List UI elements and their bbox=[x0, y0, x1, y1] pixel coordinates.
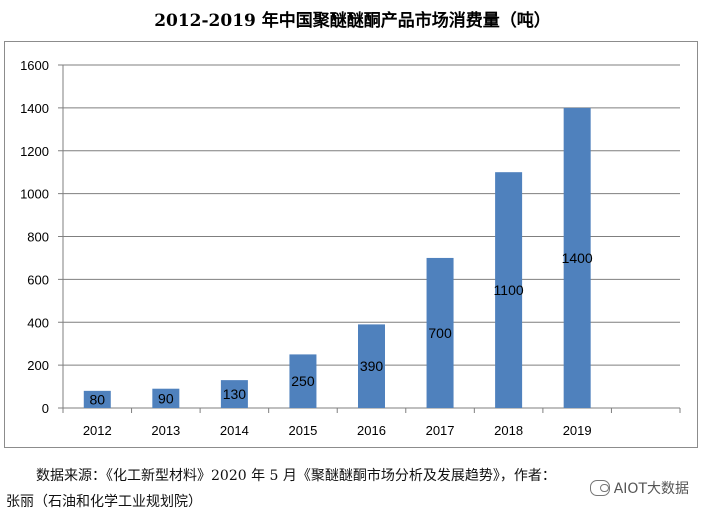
bar bbox=[358, 324, 385, 408]
y-tick-label: 0 bbox=[42, 401, 49, 416]
x-tick-label: 2013 bbox=[151, 423, 180, 438]
x-tick-label: 2014 bbox=[220, 423, 249, 438]
wechat-icon bbox=[589, 480, 610, 496]
x-tick-label: 2016 bbox=[357, 423, 386, 438]
bar bbox=[289, 354, 317, 408]
data-label: 130 bbox=[223, 386, 247, 402]
y-tick-label: 800 bbox=[27, 230, 49, 245]
bar bbox=[426, 257, 454, 408]
source-line-2: 张丽（石油和化学工业规划院） bbox=[6, 494, 202, 510]
data-label: 90 bbox=[158, 390, 174, 406]
x-tick-label: 2018 bbox=[494, 423, 523, 438]
watermark: AIOT大数据 bbox=[589, 478, 689, 498]
watermark-text: AIOT大数据 bbox=[613, 481, 689, 497]
x-tick-label: 2019 bbox=[563, 423, 592, 438]
x-tick-label: 2015 bbox=[288, 423, 317, 438]
y-tick-label: 1400 bbox=[20, 101, 49, 116]
data-label: 80 bbox=[89, 391, 105, 407]
bar bbox=[152, 388, 180, 408]
y-tick-label: 600 bbox=[27, 272, 49, 287]
data-label: 390 bbox=[360, 358, 384, 374]
bar bbox=[220, 380, 248, 408]
bar bbox=[495, 172, 523, 408]
x-tick-label: 2012 bbox=[83, 423, 112, 438]
source-line-1: 数据来源：《化工新型材料》2020 年 5 月《聚醚醚酮市场分析及发展趋势》，作… bbox=[36, 468, 556, 484]
bar bbox=[83, 390, 111, 408]
y-tick-label: 1200 bbox=[20, 144, 49, 159]
data-label: 1100 bbox=[494, 282, 524, 298]
y-tick-label: 1000 bbox=[20, 187, 49, 202]
chart-title: 2012-2019 年中国聚醚醚酮产品市场消费量（吨） bbox=[154, 11, 551, 31]
chart-frame bbox=[4, 41, 698, 448]
source-note: 数据来源：《化工新型材料》2020 年 5 月《聚醚醚酮市场分析及发展趋势》，作… bbox=[6, 463, 696, 515]
data-label: 700 bbox=[428, 325, 452, 341]
y-tick-label: 1600 bbox=[20, 58, 49, 73]
x-tick-label: 2017 bbox=[426, 423, 455, 438]
data-label: 250 bbox=[291, 373, 315, 389]
y-tick-label: 400 bbox=[27, 315, 49, 330]
data-label: 1400 bbox=[562, 250, 593, 266]
y-tick-label: 200 bbox=[27, 358, 49, 373]
bar bbox=[563, 107, 591, 408]
